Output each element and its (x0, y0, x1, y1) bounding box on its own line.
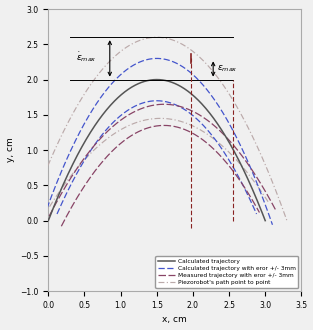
Text: $\dot{\varepsilon}_{max}$: $\dot{\varepsilon}_{max}$ (75, 50, 96, 64)
X-axis label: x, cm: x, cm (162, 315, 187, 324)
Legend: Calculated trajectory, Calculated trajectory with eror +/- 3mm, Measured traject: Calculated trajectory, Calculated trajec… (155, 256, 299, 288)
Text: $\varepsilon_{max}$: $\varepsilon_{max}$ (217, 64, 238, 74)
Y-axis label: y, cm: y, cm (6, 138, 15, 162)
